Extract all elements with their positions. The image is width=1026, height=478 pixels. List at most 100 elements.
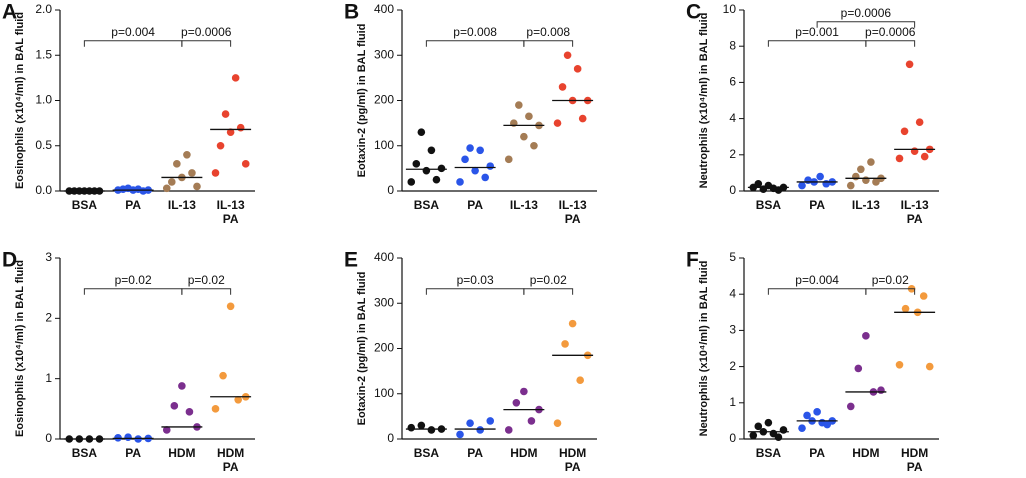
data-point bbox=[231, 74, 240, 82]
x-tick-label: HDM PA bbox=[217, 446, 244, 474]
y-tick-label: 0 bbox=[729, 431, 736, 445]
data-point bbox=[563, 51, 572, 60]
data-point bbox=[568, 319, 577, 328]
data-point bbox=[412, 160, 421, 168]
p-value: p=0.004 bbox=[795, 273, 839, 287]
data-point bbox=[162, 426, 171, 434]
data-point bbox=[471, 166, 479, 175]
data-point bbox=[486, 417, 495, 425]
data-point bbox=[216, 141, 225, 150]
data-point bbox=[219, 371, 227, 380]
data-point bbox=[481, 173, 489, 182]
data-point bbox=[466, 419, 474, 427]
data-point bbox=[558, 83, 567, 91]
y-tick-label: 6 bbox=[729, 75, 736, 89]
y-tick-label: 2 bbox=[729, 147, 736, 161]
panel-letter: E bbox=[344, 249, 358, 272]
data-point bbox=[561, 340, 569, 348]
data-point bbox=[476, 426, 484, 434]
data-point bbox=[764, 418, 773, 427]
data-point bbox=[895, 154, 904, 163]
x-tick-label: IL-13 bbox=[852, 198, 880, 212]
data-point bbox=[234, 395, 242, 404]
data-point bbox=[226, 128, 235, 136]
data-point bbox=[162, 184, 171, 193]
data-point bbox=[211, 405, 220, 413]
x-tick-label: IL-13 PA bbox=[217, 198, 245, 226]
x-tick-label: BSA bbox=[414, 198, 440, 212]
y-axis-label: Neutrophils (x10⁴/ml) in BAL fluid bbox=[698, 13, 710, 189]
data-point bbox=[170, 402, 179, 410]
data-point bbox=[798, 181, 806, 190]
data-point bbox=[520, 387, 528, 396]
significance-bracket bbox=[865, 40, 916, 47]
data-point bbox=[910, 147, 919, 155]
x-tick-label: HDM bbox=[168, 446, 195, 460]
y-tick-label: 2 bbox=[45, 311, 52, 325]
x-tick-label: HDM PA bbox=[901, 446, 928, 474]
x-tick-label: IL-13 bbox=[168, 198, 196, 212]
data-point bbox=[520, 132, 528, 141]
data-point bbox=[754, 422, 763, 431]
data-point bbox=[816, 172, 824, 181]
data-point bbox=[530, 141, 538, 150]
significance-bracket bbox=[181, 40, 232, 47]
y-tick-label: 300 bbox=[374, 295, 394, 309]
y-tick-label: 4 bbox=[729, 286, 736, 300]
y-tick-label: 3 bbox=[45, 250, 52, 264]
data-point bbox=[486, 162, 495, 170]
y-tick-label: 1 bbox=[729, 395, 736, 409]
data-point bbox=[905, 60, 914, 69]
data-point bbox=[407, 423, 416, 432]
data-point bbox=[573, 65, 582, 73]
x-tick-label: PA bbox=[125, 446, 141, 460]
p-value: p=0.0006 bbox=[865, 25, 916, 39]
data-point bbox=[919, 292, 928, 300]
data-point bbox=[779, 426, 788, 434]
data-point bbox=[857, 165, 865, 174]
data-point bbox=[236, 123, 245, 132]
data-point bbox=[578, 114, 587, 123]
data-point bbox=[432, 175, 441, 184]
y-tick-label: 0 bbox=[387, 183, 394, 197]
p-value: p=0.02 bbox=[872, 273, 909, 287]
data-point bbox=[427, 426, 436, 434]
y-tick-label: 0.0 bbox=[35, 183, 52, 197]
y-axis-label: Eotaxin-2 (pg/ml) in BAL fluid bbox=[356, 272, 368, 426]
data-point bbox=[915, 118, 924, 127]
data-point bbox=[867, 158, 875, 166]
y-tick-label: 2.0 bbox=[35, 2, 52, 16]
p-value: p=0.004 bbox=[111, 25, 155, 39]
data-point bbox=[920, 152, 929, 161]
significance-bracket bbox=[523, 40, 574, 47]
p-value: p=0.0006 bbox=[841, 6, 892, 20]
y-tick-label: 3 bbox=[729, 323, 736, 337]
significance-bracket bbox=[83, 40, 183, 47]
data-point bbox=[900, 127, 909, 136]
x-tick-label: PA bbox=[809, 198, 825, 212]
y-tick-label: 200 bbox=[374, 341, 394, 355]
p-value: p=0.0006 bbox=[181, 25, 232, 39]
significance-bracket bbox=[523, 288, 574, 295]
x-tick-label: PA bbox=[809, 446, 825, 460]
y-tick-label: 2 bbox=[729, 359, 736, 373]
x-tick-label: HDM bbox=[510, 446, 537, 460]
data-point bbox=[437, 164, 446, 173]
significance-bracket bbox=[816, 21, 916, 28]
x-tick-label: BSA bbox=[414, 446, 440, 460]
data-point bbox=[456, 430, 464, 439]
data-point bbox=[525, 112, 533, 121]
x-tick-label: IL-13 PA bbox=[559, 198, 587, 226]
data-point bbox=[803, 411, 811, 420]
data-point bbox=[221, 110, 230, 118]
data-point bbox=[461, 155, 469, 164]
data-point bbox=[754, 179, 763, 188]
y-tick-label: 300 bbox=[374, 47, 394, 61]
data-point bbox=[774, 433, 783, 441]
y-tick-label: 4 bbox=[729, 111, 736, 125]
